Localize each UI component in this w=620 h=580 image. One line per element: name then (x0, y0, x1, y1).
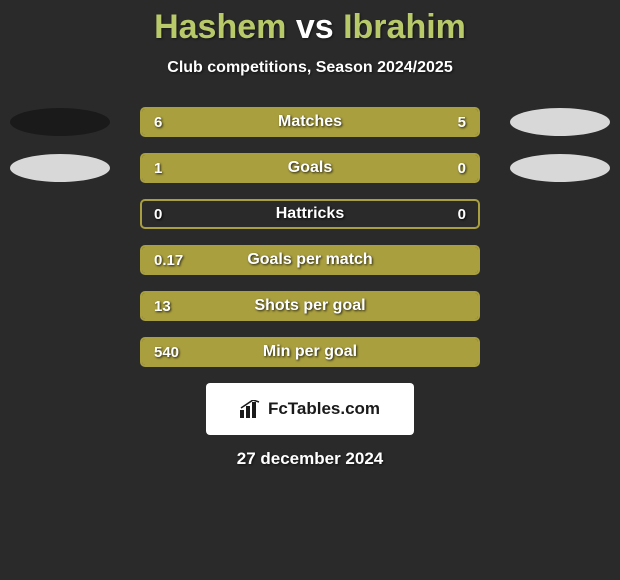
player-left-marker (10, 154, 110, 182)
comparison-rows: 65Matches10Goals00Hattricks0.17Goals per… (0, 107, 620, 367)
stat-bar-fill-left (142, 155, 401, 181)
stat-value-left: 6 (154, 109, 162, 135)
date-label: 27 december 2024 (0, 449, 620, 469)
title-vs: vs (296, 8, 334, 46)
stat-bar-track: 65Matches (140, 107, 480, 137)
comparison-widget: Hashem vs Ibrahim Club competitions, Sea… (0, 0, 620, 580)
stat-bar-fill-right (325, 109, 478, 135)
stat-value-left: 0.17 (154, 247, 183, 273)
stat-value-right: 0 (458, 155, 466, 181)
stat-row: 13Shots per goal (0, 291, 620, 321)
stat-row: 65Matches (0, 107, 620, 137)
stat-bar-track: 0 0Hattricks (140, 199, 480, 229)
stat-bar-fill-right (401, 155, 478, 181)
source-badge-text: FcTables.com (268, 399, 380, 419)
stat-row: 10Goals (0, 153, 620, 183)
stat-label: Hattricks (142, 201, 478, 227)
stat-bar-track: 0.17Goals per match (140, 245, 480, 275)
stat-value-left: 540 (154, 339, 179, 365)
stat-row: 540Min per goal (0, 337, 620, 367)
stat-bar-fill-left (142, 109, 325, 135)
stat-value-left: 1 (154, 155, 162, 181)
stat-row: 0 0Hattricks (0, 199, 620, 229)
stat-bar-fill-left (142, 339, 478, 365)
page-title: Hashem vs Ibrahim (0, 8, 620, 47)
player-left-marker (10, 108, 110, 136)
stat-value-right: 0 (458, 201, 466, 227)
subtitle: Club competitions, Season 2024/2025 (0, 59, 620, 77)
stat-value-right: 5 (458, 109, 466, 135)
stat-bar-fill-left (142, 293, 478, 319)
player-left-name: Hashem (154, 8, 286, 46)
stat-value-left: 13 (154, 293, 171, 319)
stat-bar-track: 540Min per goal (140, 337, 480, 367)
stat-value-left: 0 (154, 201, 162, 227)
bar-chart-icon (240, 400, 262, 418)
stat-row: 0.17Goals per match (0, 245, 620, 275)
stat-bar-fill-left (142, 247, 478, 273)
stat-bar-track: 13Shots per goal (140, 291, 480, 321)
stat-bar-track: 10Goals (140, 153, 480, 183)
source-badge[interactable]: FcTables.com (206, 383, 414, 435)
player-right-marker (510, 154, 610, 182)
player-right-marker (510, 108, 610, 136)
player-right-name: Ibrahim (343, 8, 466, 46)
